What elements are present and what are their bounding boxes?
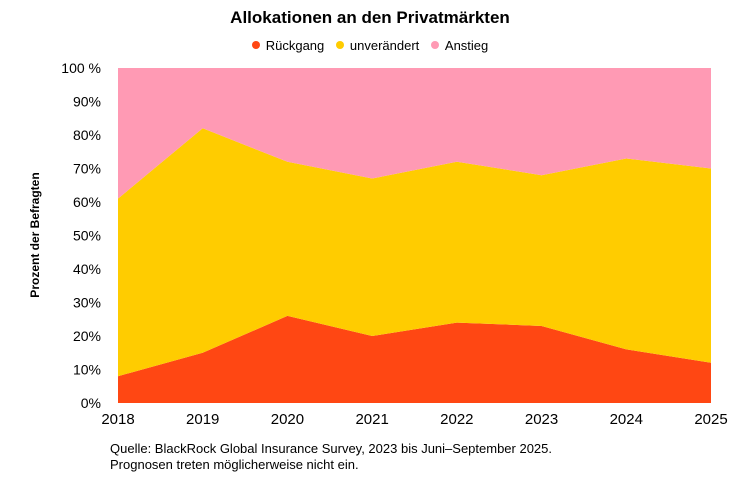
y-tick-label: 60% — [73, 194, 101, 210]
legend: Rückgang unverändert Anstieg — [0, 38, 740, 53]
legend-label: Anstieg — [444, 38, 489, 53]
area-series-0 — [118, 315, 711, 403]
y-tick-label: 100 % — [61, 60, 101, 76]
x-tick-label: 2023 — [525, 411, 558, 428]
y-tick-label: 80% — [73, 127, 101, 143]
y-tick-label: 70% — [73, 161, 101, 177]
legend-label: Rückgang — [265, 38, 325, 53]
x-tick-label: 2021 — [355, 411, 388, 428]
y-tick-label: 10% — [73, 362, 101, 378]
legend-item-rueckgang: Rückgang — [251, 38, 325, 53]
x-tick-label: 2022 — [440, 411, 473, 428]
chart-title: Allokationen an den Privatmärkten — [230, 8, 510, 27]
area-series-2 — [118, 68, 711, 199]
legend-item-anstieg: Anstieg — [430, 38, 489, 53]
y-tick-label: 90% — [73, 94, 101, 110]
footnote-source: Quelle: BlackRock Global Insurance Surve… — [110, 441, 553, 456]
x-tick-label: 2018 — [101, 411, 134, 428]
legend-swatch — [251, 41, 260, 49]
x-tick-label: 2024 — [610, 411, 643, 428]
y-tick-label: 40% — [73, 261, 101, 277]
legend-item-unveraendert: unverändert — [335, 38, 420, 53]
x-tick-label: 2020 — [271, 411, 304, 428]
y-tick-label: 50% — [73, 228, 101, 244]
footnote-disclaimer: Prognosen treten möglicherweise nicht ei… — [110, 457, 359, 472]
y-tick-label: 20% — [73, 328, 101, 344]
y-tick-label: 0% — [81, 395, 101, 411]
legend-label: unverändert — [349, 38, 420, 53]
x-tick-label: 2025 — [694, 411, 727, 428]
legend-swatch — [430, 41, 439, 49]
legend-swatch — [335, 41, 344, 49]
area-series-1 — [118, 128, 711, 377]
x-tick-label: 2019 — [186, 411, 219, 428]
footnote: Quelle: BlackRock Global Insurance Surve… — [110, 441, 552, 473]
y-tick-label: 30% — [73, 295, 101, 311]
